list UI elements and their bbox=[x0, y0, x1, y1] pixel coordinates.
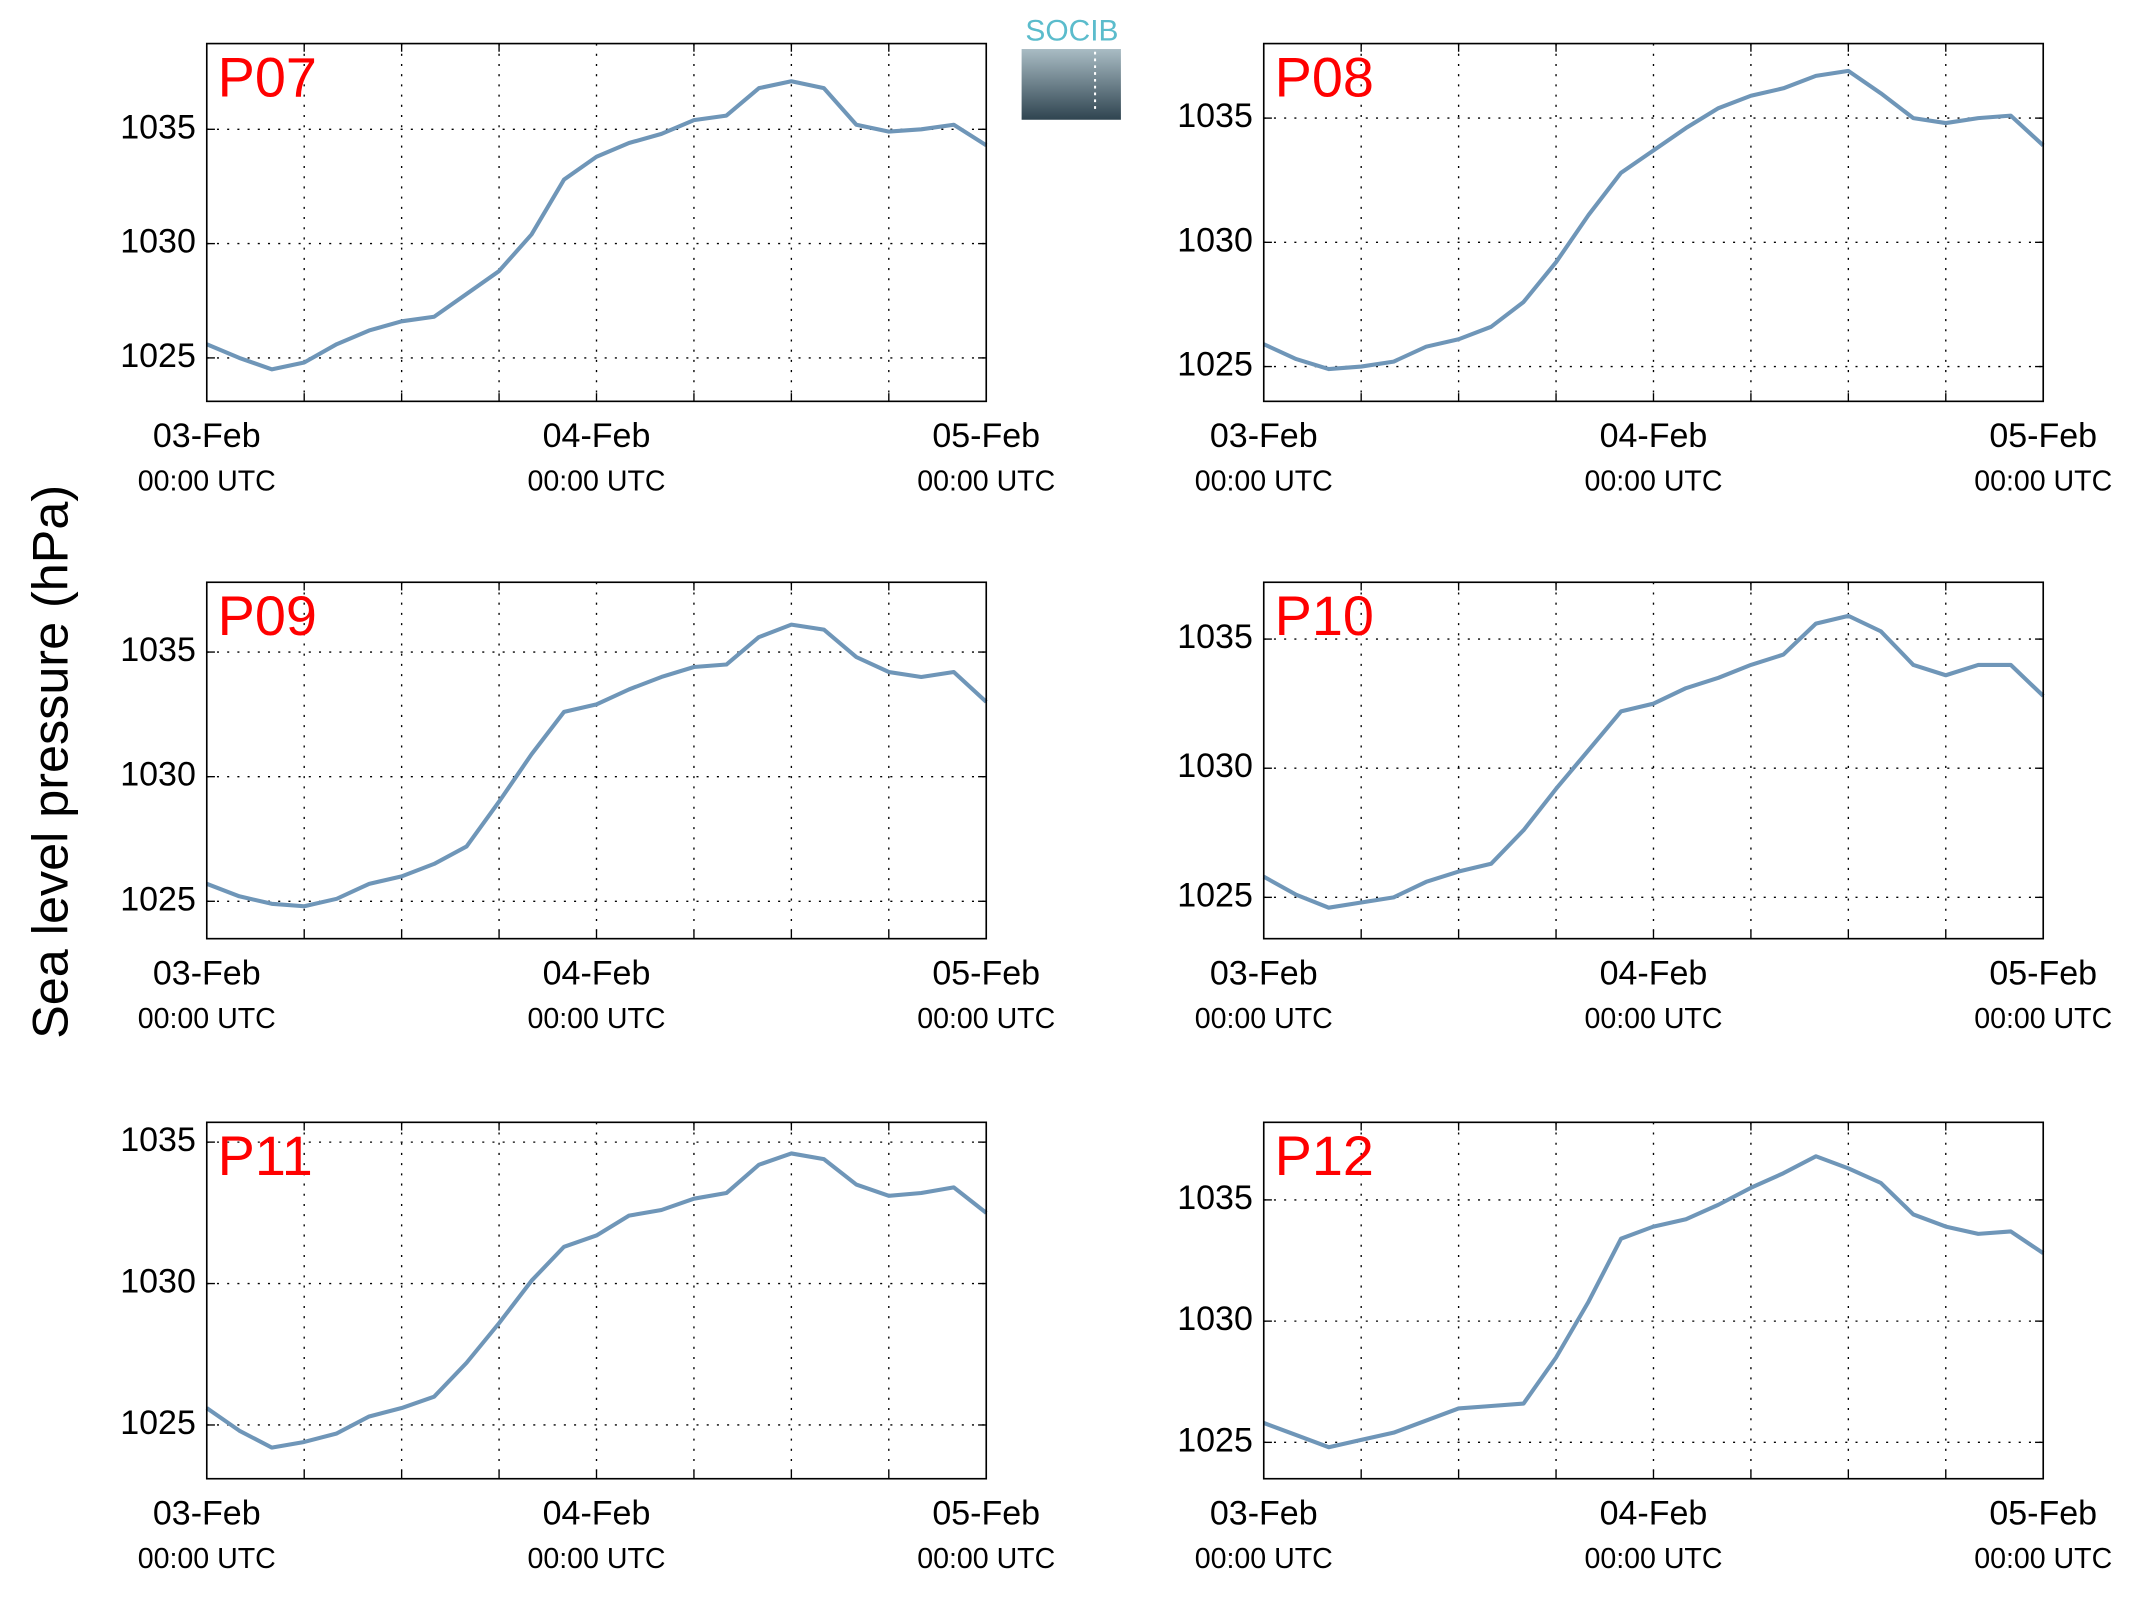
logo: SOCIB bbox=[1021, 15, 1121, 120]
y-tick-label: 1030 bbox=[120, 1263, 196, 1301]
x-tick-label: 05-Feb bbox=[1989, 954, 2097, 992]
x-tick-label: 03-Feb bbox=[1210, 954, 1318, 992]
y-tick-label: 1025 bbox=[120, 1404, 196, 1442]
data-line bbox=[1262, 68, 2045, 372]
x-tick-label: 03-Feb bbox=[1210, 1494, 1318, 1532]
x-tick-label: 03-Feb bbox=[153, 954, 261, 992]
panel: 1025 1030 1035 03-Feb 00:00 UTC 04-Feb 00:00 U… bbox=[120, 42, 1055, 498]
x-tick-label: 05-Feb bbox=[1989, 417, 2097, 455]
x-tick-sublabel: 00:00 UTC bbox=[917, 1543, 1055, 1575]
x-tick-sublabel: 00:00 UTC bbox=[527, 466, 665, 498]
panel-title: P12 bbox=[1275, 1125, 1374, 1187]
data-line bbox=[206, 622, 988, 909]
x-tick-sublabel: 00:00 UTC bbox=[1584, 1003, 1722, 1035]
x-tick-label: 05-Feb bbox=[932, 1494, 1040, 1532]
x-tick-label: 04-Feb bbox=[543, 954, 651, 992]
y-tick-label: 1025 bbox=[120, 337, 196, 375]
y-tick-label: 1025 bbox=[1177, 1421, 1253, 1459]
y-tick-label: 1030 bbox=[120, 756, 196, 794]
y-tick-label: 1030 bbox=[120, 223, 196, 261]
y-tick-label: 1030 bbox=[1177, 1300, 1253, 1338]
y-axis-label: Sea level pressure (hPa) bbox=[22, 485, 79, 1039]
panel: 1025 1030 1035 03-Feb 00:00 UTC 04-Feb 00:00 U… bbox=[1177, 581, 2112, 1035]
x-tick-sublabel: 00:00 UTC bbox=[1195, 1003, 1333, 1035]
panel: 1025 1030 1035 03-Feb 00:00 UTC 04-Feb 00:00 U… bbox=[120, 581, 1055, 1035]
x-tick-sublabel: 00:00 UTC bbox=[1974, 1003, 2112, 1035]
y-tick-label: 1035 bbox=[1177, 618, 1253, 656]
y-tick-label: 1025 bbox=[120, 880, 196, 918]
y-tick-label: 1025 bbox=[1177, 876, 1253, 914]
logo-block bbox=[1021, 49, 1121, 120]
data-line bbox=[205, 1151, 988, 1450]
x-tick-sublabel: 00:00 UTC bbox=[527, 1003, 665, 1035]
x-tick-sublabel: 00:00 UTC bbox=[1584, 466, 1722, 498]
x-tick-sublabel: 00:00 UTC bbox=[1584, 1543, 1722, 1575]
logo-text: SOCIB bbox=[1025, 15, 1118, 48]
data-line bbox=[1262, 613, 2045, 910]
panel: 1025 1030 1035 03-Feb 00:00 UTC 04-Feb 00:00 U… bbox=[1177, 1121, 2112, 1575]
y-tick-label: 1030 bbox=[1177, 747, 1253, 785]
plot-frame bbox=[205, 581, 988, 940]
plot-frame bbox=[1262, 581, 2045, 940]
panel-title: P11 bbox=[218, 1125, 313, 1187]
y-tick-label: 1035 bbox=[120, 108, 196, 146]
y-tick-label: 1035 bbox=[1177, 1179, 1253, 1217]
x-tick-label: 04-Feb bbox=[543, 417, 651, 455]
x-tick-label: 04-Feb bbox=[1600, 1494, 1708, 1532]
plot-frame bbox=[1262, 42, 2045, 403]
panel-title: P10 bbox=[1275, 585, 1374, 647]
panel: 1025 1030 1035 03-Feb 00:00 UTC 04-Feb 00:00 U… bbox=[1177, 42, 2112, 498]
y-tick-label: 1035 bbox=[120, 1121, 196, 1159]
panel-title: P08 bbox=[1275, 46, 1374, 108]
plot-frame bbox=[205, 42, 988, 403]
panel-title: P07 bbox=[218, 46, 317, 108]
x-tick-label: 05-Feb bbox=[932, 417, 1040, 455]
y-tick-label: 1035 bbox=[1177, 97, 1253, 135]
x-tick-sublabel: 00:00 UTC bbox=[1195, 1543, 1333, 1575]
x-tick-label: 03-Feb bbox=[1210, 417, 1318, 455]
panel-title: P09 bbox=[218, 585, 317, 647]
x-tick-sublabel: 00:00 UTC bbox=[527, 1543, 665, 1575]
y-tick-label: 1030 bbox=[1177, 221, 1253, 259]
x-tick-sublabel: 00:00 UTC bbox=[917, 466, 1055, 498]
data-line bbox=[205, 79, 988, 372]
data-line bbox=[1263, 1154, 2045, 1450]
y-tick-label: 1035 bbox=[120, 631, 196, 669]
panel: 1025 1030 1035 03-Feb 00:00 UTC 04-Feb 00:00 U… bbox=[120, 1121, 1055, 1575]
x-tick-sublabel: 00:00 UTC bbox=[1974, 466, 2112, 498]
x-tick-label: 04-Feb bbox=[543, 1494, 651, 1532]
plot-frame bbox=[1262, 1121, 2045, 1480]
x-tick-label: 05-Feb bbox=[932, 954, 1040, 992]
x-tick-sublabel: 00:00 UTC bbox=[917, 1003, 1055, 1035]
x-tick-label: 04-Feb bbox=[1600, 417, 1708, 455]
plot-frame bbox=[205, 1121, 988, 1480]
x-tick-sublabel: 00:00 UTC bbox=[1195, 466, 1333, 498]
y-tick-label: 1025 bbox=[1177, 346, 1253, 384]
x-tick-sublabel: 00:00 UTC bbox=[1974, 1543, 2112, 1575]
x-tick-sublabel: 00:00 UTC bbox=[138, 466, 276, 498]
x-tick-label: 03-Feb bbox=[153, 417, 261, 455]
x-tick-sublabel: 00:00 UTC bbox=[138, 1543, 276, 1575]
x-tick-label: 04-Feb bbox=[1600, 954, 1708, 992]
x-tick-sublabel: 00:00 UTC bbox=[138, 1003, 276, 1035]
x-tick-label: 03-Feb bbox=[153, 1494, 261, 1532]
x-tick-label: 05-Feb bbox=[1989, 1494, 2097, 1532]
